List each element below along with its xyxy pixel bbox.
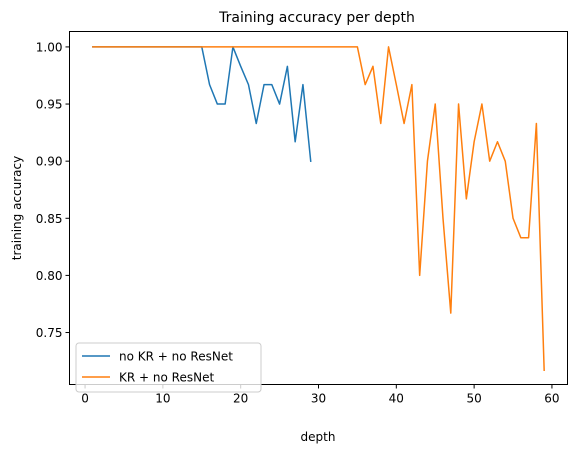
y-tick-label: 0.85 <box>36 212 63 226</box>
x-tick-label: 40 <box>389 392 404 406</box>
x-tick-label: 60 <box>544 392 559 406</box>
x-tick-label: 20 <box>233 392 248 406</box>
x-axis-label: depth <box>301 430 336 444</box>
legend-label-2: KR + no ResNet <box>119 371 214 385</box>
x-tick-label: 50 <box>466 392 481 406</box>
y-tick-label: 1.00 <box>36 40 63 54</box>
chart-title: Training accuracy per depth <box>218 10 415 26</box>
legend: no KR + no ResNet KR + no ResNet <box>75 342 262 393</box>
x-tick-label: 30 <box>311 392 326 406</box>
y-tick-label: 0.95 <box>36 98 63 112</box>
y-tick-label: 0.90 <box>36 155 63 169</box>
legend-label-1: no KR + no ResNet <box>119 350 233 364</box>
x-tick-label: 10 <box>155 392 170 406</box>
x-tick-label: 0 <box>81 392 89 406</box>
x-axis: 0 10 20 30 40 50 60 <box>81 384 560 406</box>
y-tick-label: 0.75 <box>36 326 63 340</box>
y-axis: 0.75 0.80 0.85 0.90 0.95 1.00 <box>36 40 70 340</box>
series-layer <box>92 46 545 371</box>
plot-area <box>92 46 545 371</box>
y-axis-label: training accuracy <box>10 156 24 260</box>
series-line-2 <box>92 46 545 371</box>
legend-box <box>75 342 262 393</box>
y-tick-label: 0.80 <box>36 269 63 283</box>
